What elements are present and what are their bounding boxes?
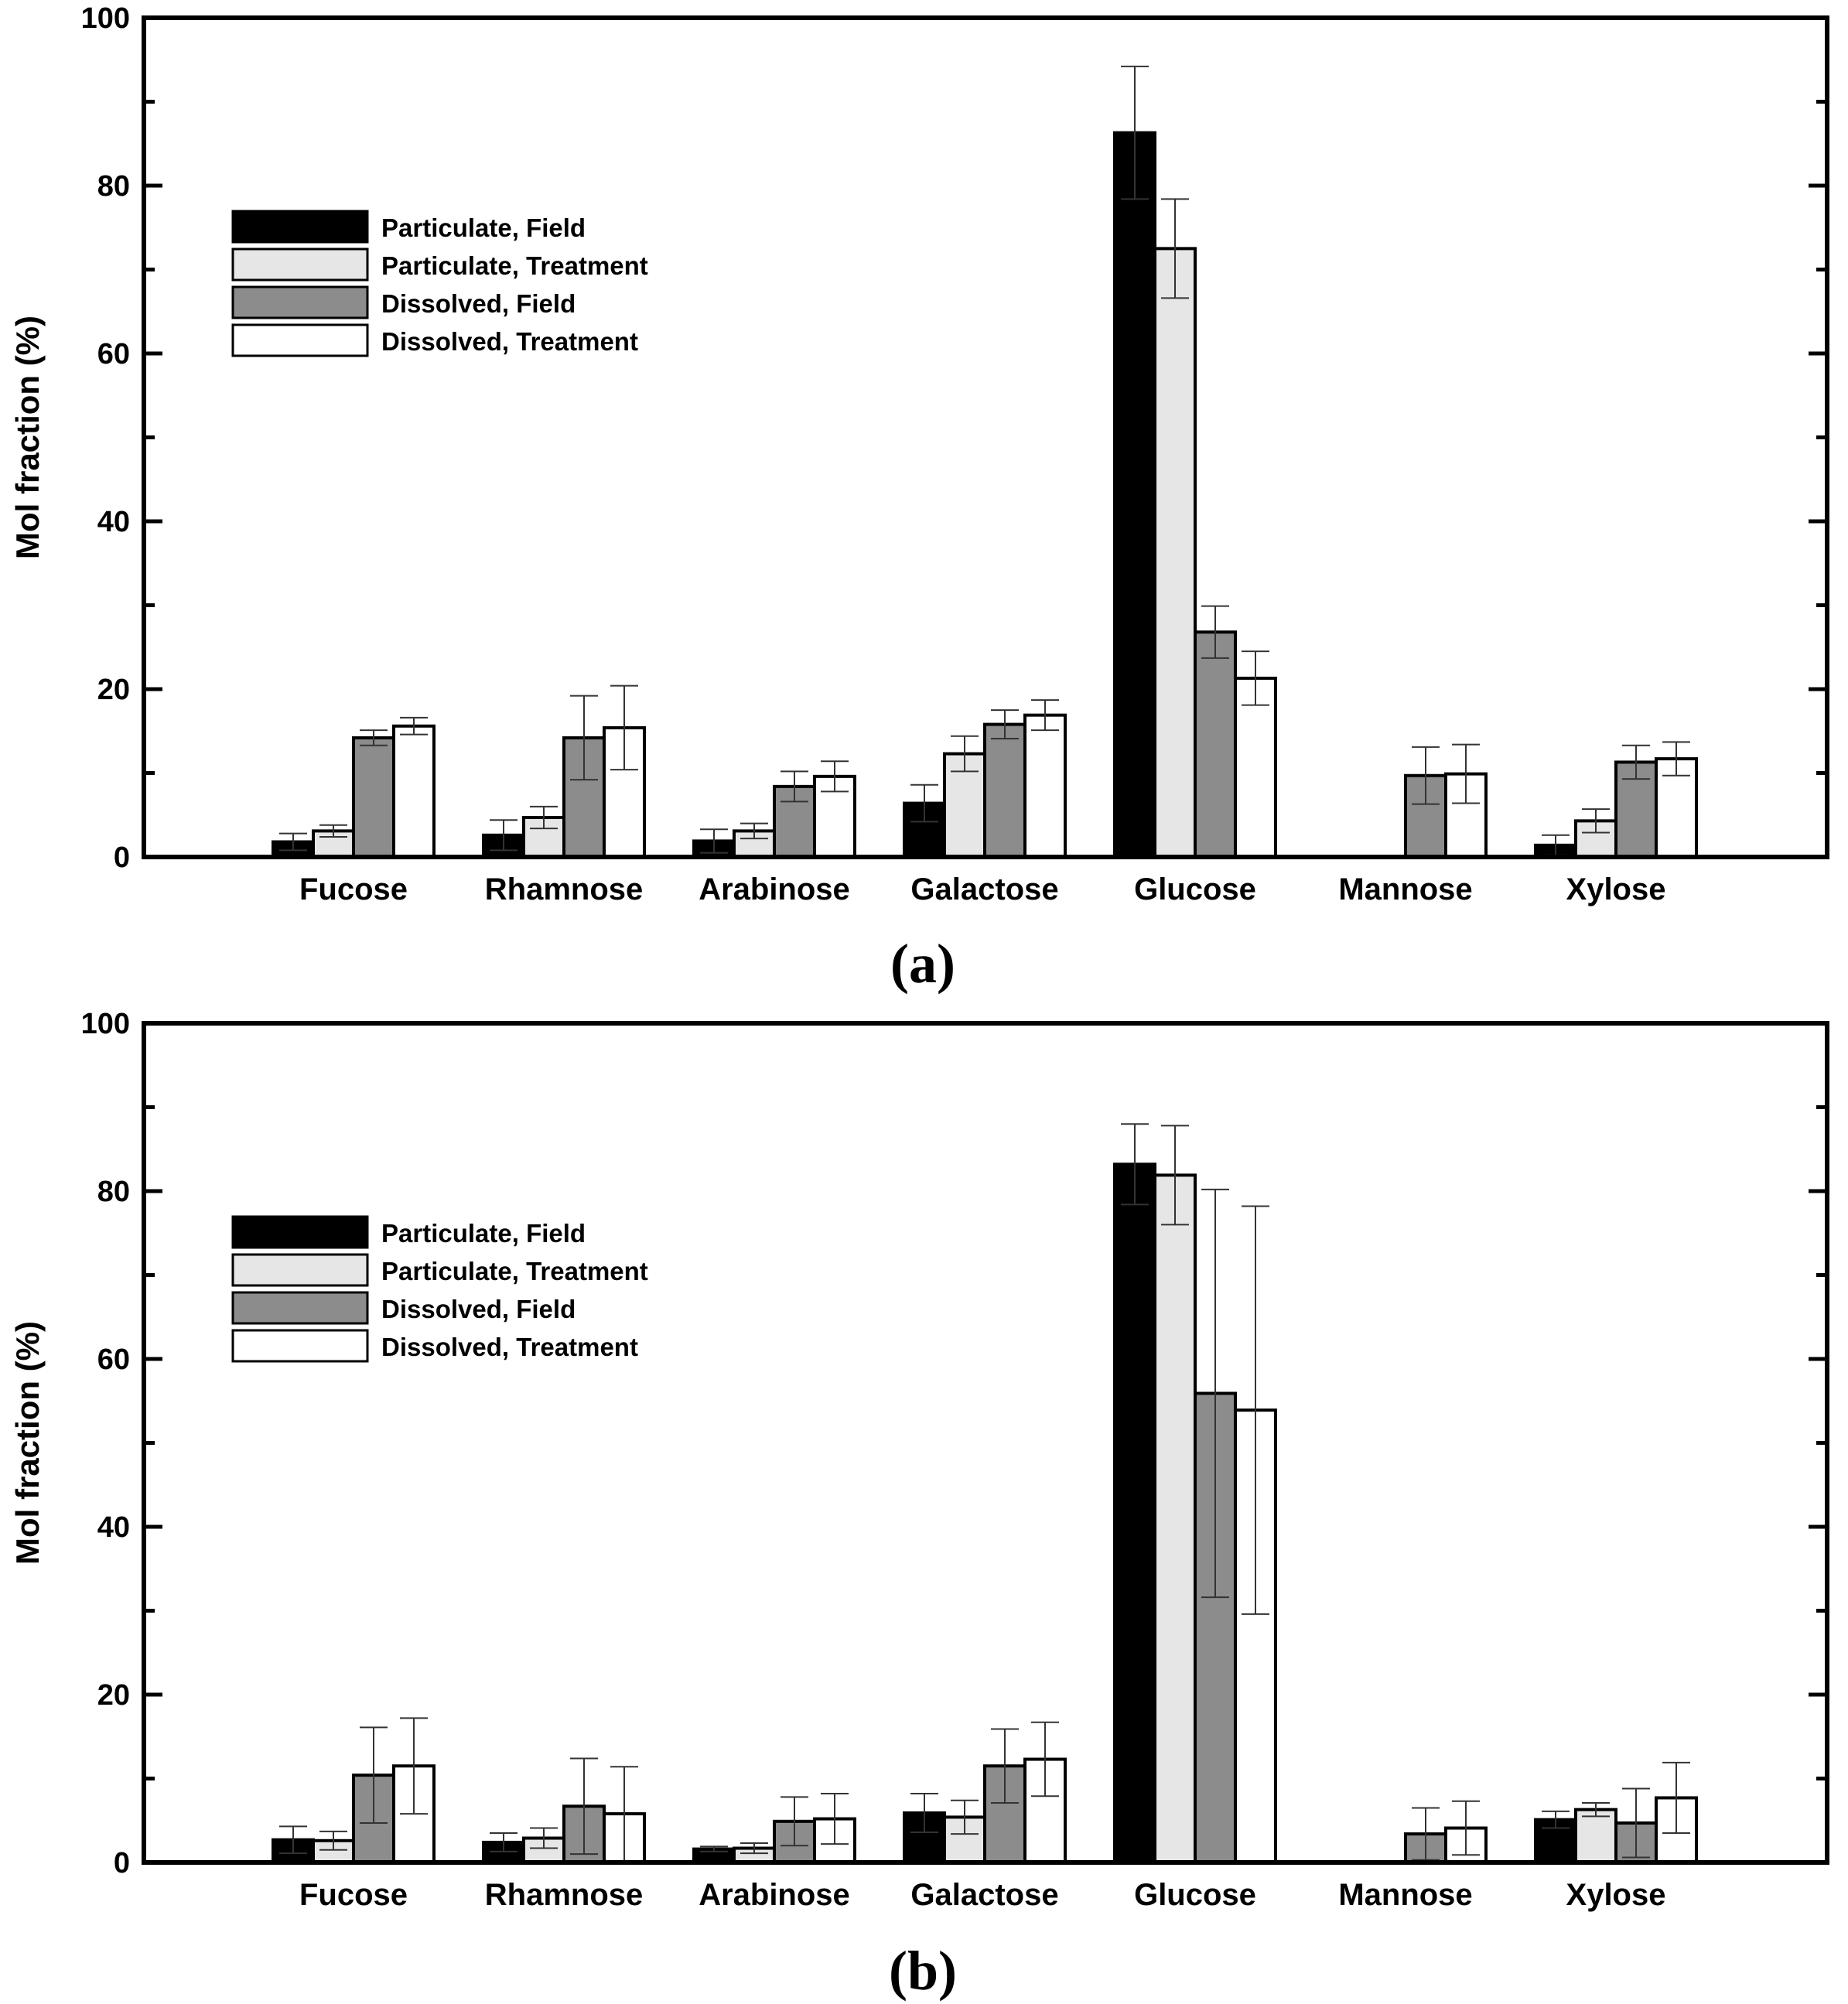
x-tick-label-glucose: Glucose — [1134, 872, 1256, 906]
y-axis-label: Mol fraction (%) — [9, 1321, 46, 1565]
x-tick-label-fucose: Fucose — [299, 1878, 408, 1912]
y-tick-label-0: 0 — [114, 1847, 130, 1879]
bar-galactose-series-4 — [1023, 713, 1067, 859]
bar-glucose-series-1 — [1113, 131, 1156, 859]
legend-swatch-4 — [231, 1329, 369, 1363]
x-tick-label-mannose: Mannose — [1338, 872, 1472, 906]
bar-glucose-series-2 — [1153, 247, 1197, 859]
legend-swatch-4 — [231, 323, 369, 357]
bar-glucose-series-3 — [1194, 630, 1237, 859]
y-tick-label-80: 80 — [97, 170, 130, 203]
bar-fucose-series-3 — [352, 736, 395, 859]
bar-galactose-series-3 — [983, 722, 1026, 859]
chart-panel-a: 0 20 40 60 80 100 Fucose Rhamnose Arabinose Galac… — [9, 2, 1829, 995]
legend-label-1: Particulate, Field — [381, 213, 586, 242]
y-tick-label-100: 100 — [81, 1008, 130, 1040]
x-tick-label-rhamnose: Rhamnose — [485, 872, 644, 906]
y-tick-label-60: 60 — [97, 338, 130, 370]
bar-glucose-series-1 — [1113, 1162, 1156, 1864]
x-tick-label-galactose: Galactose — [910, 1878, 1058, 1912]
legend-swatch-2 — [231, 1253, 369, 1287]
bar-rhamnose-series-4 — [603, 725, 646, 859]
x-tick-label-xylose: Xylose — [1566, 872, 1666, 906]
y-tick-label-80: 80 — [97, 1176, 130, 1208]
x-tick-label-arabinose: Arabinose — [699, 872, 850, 906]
legend-swatch-2 — [231, 248, 369, 282]
y-tick-label-20: 20 — [97, 1679, 130, 1712]
legend-label-2: Particulate, Treatment — [381, 1257, 648, 1285]
plot-frame — [142, 1021, 1829, 1865]
panel-label: (a) — [890, 933, 955, 995]
y-tick-label-20: 20 — [97, 674, 130, 706]
x-tick-label-galactose: Galactose — [910, 872, 1058, 906]
legend-label-3: Dissolved, Field — [381, 1295, 576, 1323]
legend-swatch-1 — [231, 210, 369, 244]
legend-swatch-3 — [231, 1291, 369, 1325]
x-tick-label-arabinose: Arabinose — [699, 1878, 850, 1912]
legend-label-4: Dissolved, Treatment — [381, 1333, 638, 1361]
x-tick-label-rhamnose: Rhamnose — [485, 1878, 644, 1912]
legend-label-4: Dissolved, Treatment — [381, 327, 638, 356]
panel-label: (b) — [889, 1940, 957, 2002]
bar-glucose-series-2 — [1153, 1173, 1197, 1864]
legend-label-2: Particulate, Treatment — [381, 251, 648, 280]
y-tick-label-40: 40 — [97, 1511, 130, 1544]
x-tick-label-xylose: Xylose — [1566, 1878, 1666, 1912]
x-tick-label-fucose: Fucose — [299, 872, 408, 906]
legend-swatch-1 — [231, 1215, 369, 1249]
y-tick-label-100: 100 — [81, 2, 130, 35]
legend-label-3: Dissolved, Field — [381, 289, 576, 318]
legend-label-1: Particulate, Field — [381, 1219, 586, 1248]
y-tick-label-0: 0 — [114, 842, 130, 874]
bar-xylose-series-2 — [1574, 1808, 1617, 1865]
x-tick-label-glucose: Glucose — [1134, 1878, 1256, 1912]
bar-fucose-series-4 — [392, 724, 436, 859]
legend-swatch-3 — [231, 285, 369, 319]
y-axis-label: Mol fraction (%) — [9, 316, 46, 559]
y-tick-label-40: 40 — [97, 506, 130, 538]
y-tick-label-60: 60 — [97, 1343, 130, 1376]
x-tick-label-mannose: Mannose — [1338, 1878, 1472, 1912]
chart-panel-b: 0 20 40 60 80 100 Fucose Rhamnose Arabinose Galac… — [9, 1008, 1829, 2002]
